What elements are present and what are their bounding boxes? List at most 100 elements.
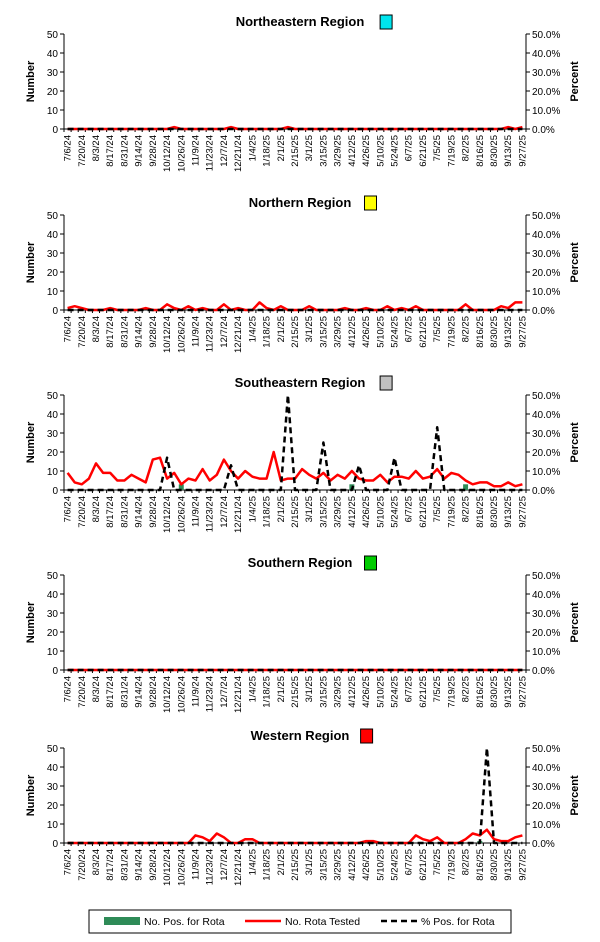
x-tick-label: 8/31/24 [119,496,130,528]
region-color-swatch [379,14,393,30]
y2-tick-label: 0.0% [532,306,555,317]
x-tick-label: 10/26/24 [176,676,187,713]
y2-tick-label: 30.0% [532,429,560,440]
x-tick-label: 7/6/24 [63,135,74,161]
x-tick-label: 7/5/25 [432,316,443,342]
y-axis-label: Number [25,421,37,463]
chart-panel-3: Southern Region Number Percent 0 10 20 30 40 50 0… [25,555,581,713]
y-tick-label: 50 [47,30,59,41]
x-tick-label: 12/7/24 [219,496,230,528]
y2-tick-label: 10.0% [532,647,560,658]
y-tick-label: 30 [47,429,59,440]
x-tick-label: 4/26/25 [361,135,372,167]
x-tick-label: 4/26/25 [361,676,372,708]
x-tick-label: 12/7/24 [219,849,230,881]
region-color-swatch [379,375,393,391]
y2-tick-label: 10.0% [532,287,560,298]
y2-tick-label: 30.0% [532,68,560,79]
x-tick-label: 2/1/25 [276,135,287,161]
x-tick-label: 4/12/25 [347,849,358,881]
x-tick-label: 9/13/25 [503,135,514,167]
tested-line [67,125,523,131]
y-axis-label: Number [25,601,37,643]
x-tick-label: 7/6/24 [63,849,74,875]
chart-panel-0: Northeastern Region Number Percent 0 10 20 30 4… [25,14,581,172]
tested-line [67,828,523,845]
x-tick-label: 2/15/25 [290,496,301,528]
x-tick-label: 7/19/25 [446,135,457,167]
x-tick-label: 9/28/24 [148,316,159,348]
x-tick-label: 3/29/25 [333,135,344,167]
x-tick-label: 10/26/24 [176,316,187,353]
x-tick-label: 9/28/24 [148,676,159,708]
positive-bar [463,484,469,490]
x-tick-label: 8/31/24 [119,316,130,348]
x-tick-label: 8/3/24 [91,316,102,342]
x-tick-label: 12/21/24 [233,496,244,533]
x-tick-label: 7/6/24 [63,316,74,342]
x-tick-label: 8/3/24 [91,135,102,161]
y2-tick-label: 0.0% [532,839,555,850]
x-tick-label: 7/19/25 [446,849,457,881]
x-tick-label: 11/23/24 [205,316,216,352]
x-tick-label: 1/4/25 [247,496,258,522]
x-tick-label: 8/17/24 [105,676,116,708]
y-tick-label: 50 [47,571,59,582]
x-tick-label: 7/19/25 [446,316,457,348]
x-tick-label: 9/28/24 [148,849,159,881]
y-tick-label: 0 [52,666,58,677]
x-tick-label: 3/29/25 [333,676,344,708]
x-tick-label: 4/12/25 [347,316,358,348]
x-tick-label: 6/7/25 [404,496,415,522]
x-tick-label: 3/15/25 [318,135,329,167]
y2-axis-label: Percent [569,602,581,643]
x-tick-label: 5/24/25 [390,676,401,708]
x-tick-label: 8/16/25 [475,135,486,167]
y2-tick-label: 20.0% [532,628,560,639]
x-tick-label: 7/20/24 [77,316,88,348]
chart-title: Northeastern Region [236,14,365,29]
x-tick-label: 3/15/25 [318,316,329,348]
x-tick-label: 4/12/25 [347,135,358,167]
x-tick-label: 1/4/25 [247,676,258,702]
x-tick-label: 11/9/24 [190,496,201,527]
x-tick-label: 5/10/25 [375,676,386,708]
percent-positive-line [67,746,523,845]
x-tick-label: 8/2/25 [461,316,472,342]
chart-panel-2: Southeastern Region Number Percent 0 10 20 30 4… [25,375,581,533]
y-tick-label: 0 [52,839,58,850]
x-tick-label: 8/16/25 [475,676,486,708]
x-tick-label: 3/1/25 [304,496,315,522]
x-tick-label: 7/6/24 [63,676,74,702]
y2-tick-label: 20.0% [532,801,560,812]
y-tick-label: 40 [47,230,59,241]
x-tick-label: 1/18/25 [262,676,273,708]
x-tick-label: 4/26/25 [361,496,372,528]
y-tick-label: 50 [47,391,59,402]
x-tick-label: 8/2/25 [461,849,472,875]
x-tick-label: 8/30/25 [489,676,500,708]
x-tick-label: 6/21/25 [418,135,429,167]
x-tick-label: 12/21/24 [233,316,244,353]
y2-axis-label: Percent [569,422,581,463]
x-tick-label: 10/12/24 [162,849,173,886]
tested-line [67,301,523,312]
y2-tick-label: 30.0% [532,609,560,620]
x-tick-label: 3/29/25 [333,496,344,528]
x-tick-label: 11/23/24 [205,849,216,885]
x-tick-label: 8/17/24 [105,496,116,528]
x-tick-label: 8/17/24 [105,135,116,167]
x-tick-label: 2/15/25 [290,135,301,167]
x-tick-label: 7/5/25 [432,676,443,702]
y-tick-label: 0 [52,125,58,136]
y2-tick-label: 20.0% [532,268,560,279]
x-tick-label: 3/15/25 [318,849,329,881]
y-tick-label: 30 [47,782,59,793]
x-tick-label: 1/18/25 [262,849,273,881]
x-tick-label: 3/29/25 [333,849,344,881]
x-tick-label: 2/15/25 [290,849,301,881]
y-tick-label: 20 [47,801,59,812]
x-tick-label: 10/12/24 [162,496,173,533]
y-tick-label: 50 [47,211,59,222]
